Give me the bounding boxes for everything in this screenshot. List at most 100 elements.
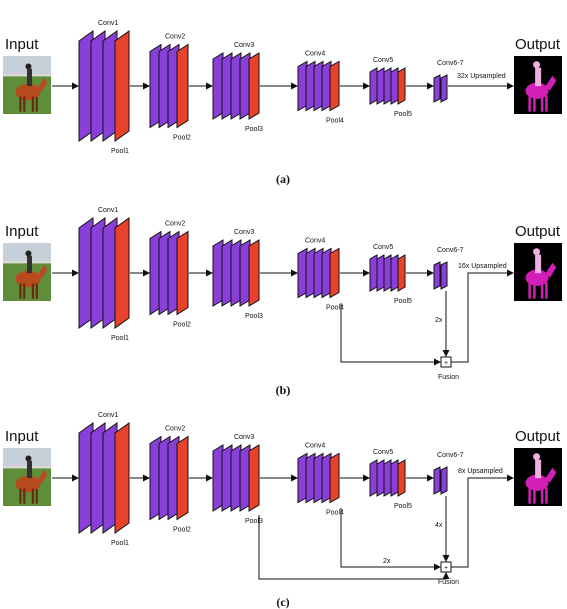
horse-leg <box>35 488 38 504</box>
seg-rider-head <box>533 61 541 69</box>
pool3-label: Pool3 <box>245 313 263 320</box>
arrow-pool4-skip-to-fusion <box>340 303 441 366</box>
conv5-slab <box>390 459 399 497</box>
rider-head <box>25 455 32 462</box>
pool5-label: Pool5 <box>394 298 412 305</box>
pool4-slab <box>329 452 340 504</box>
pool4-slab <box>329 247 340 299</box>
input-label: Input <box>5 36 39 53</box>
layer-block-conv1: Conv1 Pool1 <box>78 412 130 547</box>
conv1-label: Conv1 <box>98 20 118 27</box>
pool3-slab <box>248 239 260 307</box>
seg-horse-head <box>545 262 557 278</box>
seg-horse-leg <box>533 487 536 504</box>
layer-block-conv6-7: Conv6-7 <box>433 247 464 290</box>
pool5-label: Pool5 <box>394 111 412 118</box>
conv5-label: Conv5 <box>373 449 393 456</box>
conv5-slab <box>383 254 392 292</box>
conv1-label: Conv1 <box>98 207 118 214</box>
seg-horse-leg <box>545 95 548 112</box>
pool2-label: Pool2 <box>173 322 191 329</box>
conv7-slab <box>440 466 448 495</box>
pool1-slab <box>114 422 130 534</box>
pool5-label: Pool5 <box>394 503 412 510</box>
seg-horse-leg <box>540 95 544 112</box>
seg-horse-leg <box>533 95 536 112</box>
panel-b: Input Conv1 Pool1 Conv2 Pool2 Conv3 Pool3 Conv4… <box>3 207 562 397</box>
rider-head <box>25 250 32 257</box>
layer-block-conv3: Conv3 Pool3 <box>212 42 263 133</box>
conv3-label: Conv3 <box>234 229 254 236</box>
layer-block-conv2: Conv2 Pool2 <box>149 34 191 142</box>
horse-leg <box>31 283 34 299</box>
seg-horse-body <box>525 82 549 99</box>
conv7-slab <box>440 74 448 103</box>
fusion-label: Fusion <box>438 579 459 586</box>
layer-block-conv5: Conv5 Pool5 <box>369 449 412 510</box>
conv6-7-label: Conv6-7 <box>437 60 464 67</box>
pool1-label: Pool1 <box>111 148 129 155</box>
seg-rider-head <box>533 248 541 256</box>
rider <box>27 460 32 479</box>
conv5-slab <box>390 254 399 292</box>
panel-caption: (b) <box>276 383 291 397</box>
seg-horse-leg <box>533 282 536 299</box>
seg-horse-leg <box>540 487 544 504</box>
pool4-upsample-factor-label: 2x <box>383 558 391 565</box>
horse-leg <box>19 283 22 299</box>
pool3-slab <box>248 444 260 512</box>
layer-block-conv2: Conv2 Pool2 <box>149 221 191 329</box>
conv6-slab <box>433 261 441 290</box>
layer-block-conv3: Conv3 Pool3 <box>212 434 263 525</box>
layer-block-conv5: Conv5 Pool5 <box>369 57 412 118</box>
seg-horse-head <box>545 467 557 483</box>
seg-horse-leg <box>540 282 544 299</box>
horse-head <box>37 470 48 484</box>
conv1-label: Conv1 <box>98 412 118 419</box>
pool2-slab <box>176 230 189 316</box>
seg-horse-leg <box>545 282 548 299</box>
horse-leg <box>19 96 22 112</box>
fusion-label: Fusion <box>438 374 459 381</box>
seg-rider <box>535 254 542 274</box>
conv6-7-upsample-factor-label: 4x <box>435 522 443 529</box>
conv5-slab <box>369 67 378 105</box>
layer-block-conv6-7: Conv6-7 <box>433 452 464 495</box>
pool2-slab <box>176 43 189 129</box>
seg-rider <box>535 459 542 479</box>
panel-caption: (a) <box>276 172 290 186</box>
conv2-label: Conv2 <box>165 426 185 433</box>
conv7-slab <box>440 261 448 290</box>
layer-block-conv3: Conv3 Pool3 <box>212 229 263 320</box>
fusion-symbol: + <box>444 360 448 367</box>
upsample-label: 16x Upsampled <box>458 263 507 270</box>
rider <box>27 68 32 87</box>
conv6-slab <box>433 466 441 495</box>
pool3-slab <box>248 52 260 120</box>
pool3-label: Pool3 <box>245 126 263 133</box>
input-label: Input <box>5 223 39 240</box>
pool2-label: Pool2 <box>173 527 191 534</box>
seg-horse-leg <box>528 487 531 504</box>
rider <box>27 255 32 274</box>
pool2-slab <box>176 435 189 521</box>
pool5-slab <box>397 254 406 292</box>
panel-c: Input Conv1 Pool1 Conv2 Pool2 Conv3 Pool3 Conv4… <box>3 412 562 609</box>
horse-leg <box>35 283 38 299</box>
horse-head <box>37 78 48 92</box>
conv5-slab <box>390 67 399 105</box>
horse-leg <box>31 488 34 504</box>
seg-rider <box>535 67 542 87</box>
layer-block-conv5: Conv5 Pool5 <box>369 244 412 305</box>
rider-head <box>25 63 32 70</box>
conv6-7-upsample-factor-label: 2x <box>435 317 443 324</box>
conv3-label: Conv3 <box>234 42 254 49</box>
pool1-label: Pool1 <box>111 540 129 547</box>
seg-horse-body <box>525 474 549 491</box>
conv4-label: Conv4 <box>305 238 325 245</box>
conv5-slab <box>383 67 392 105</box>
horse-head <box>37 265 48 279</box>
conv6-7-label: Conv6-7 <box>437 452 464 459</box>
seg-rider-head <box>533 453 541 461</box>
